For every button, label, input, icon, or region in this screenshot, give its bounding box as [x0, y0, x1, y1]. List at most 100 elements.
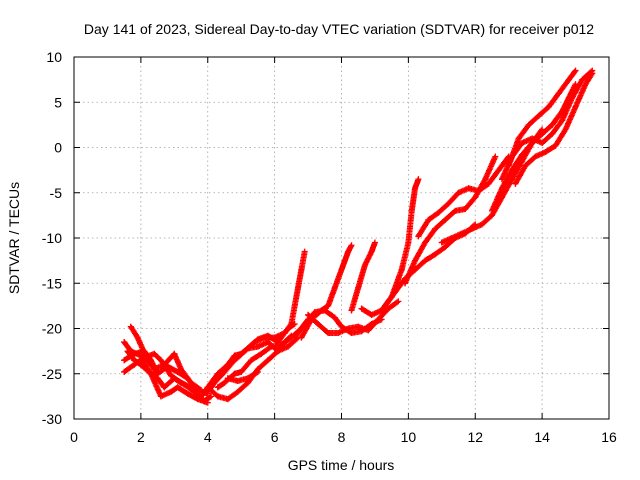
data-point	[355, 323, 362, 330]
data-point	[224, 375, 231, 382]
x-tick-label: 16	[601, 429, 617, 445]
data-point	[325, 330, 332, 337]
data-point	[545, 103, 552, 110]
data-point	[549, 121, 556, 128]
data-point	[398, 266, 405, 273]
data-point	[214, 384, 221, 391]
data-point	[161, 384, 168, 391]
data-point	[131, 350, 138, 357]
data-point	[178, 366, 184, 373]
series-arc-11	[224, 368, 261, 384]
data-point	[244, 345, 251, 352]
data-point	[288, 320, 295, 327]
series-arc-14	[305, 298, 402, 337]
data-point	[495, 167, 502, 174]
y-tick-label: -30	[42, 411, 62, 427]
data-point	[422, 257, 429, 264]
data-point	[535, 112, 542, 119]
series-arc-5	[121, 348, 191, 382]
data-point	[194, 396, 201, 403]
data-point	[234, 377, 241, 384]
data-point	[552, 142, 559, 149]
data-point	[345, 325, 352, 332]
data-point	[415, 176, 422, 183]
data-point	[341, 257, 348, 264]
data-point	[448, 235, 455, 241]
data-point	[124, 348, 131, 355]
data-point	[559, 117, 566, 124]
data-point	[278, 341, 285, 348]
data-point	[151, 350, 158, 357]
x-tick-label: 14	[534, 429, 550, 445]
data-point	[492, 153, 499, 160]
data-point	[204, 384, 211, 391]
data-point	[291, 302, 298, 309]
x-tick-label: 4	[204, 429, 212, 445]
data-point	[258, 350, 265, 357]
data-point	[572, 103, 579, 110]
data-point	[154, 370, 161, 377]
data-point	[171, 375, 178, 382]
data-point	[291, 334, 298, 341]
data-point	[442, 244, 449, 251]
data-point	[422, 239, 429, 246]
data-point	[221, 379, 228, 386]
data-point	[231, 370, 238, 377]
data-point	[468, 225, 475, 232]
x-tick-label: 12	[467, 429, 483, 445]
data-point	[432, 225, 439, 232]
data-point	[181, 381, 188, 388]
data-point	[442, 216, 449, 223]
data-point	[254, 343, 261, 350]
y-tick-label: -25	[42, 366, 62, 382]
data-point	[549, 130, 556, 137]
data-point	[358, 305, 365, 312]
x-tick-label: 8	[338, 429, 346, 445]
y-tick-label: -5	[50, 185, 63, 201]
data-point	[331, 314, 338, 321]
y-tick-label: 10	[46, 49, 62, 65]
series-arc-15	[348, 239, 378, 314]
x-tick-label: 0	[70, 429, 78, 445]
data-point	[485, 180, 492, 187]
data-point	[318, 307, 325, 314]
data-point	[505, 162, 512, 169]
series-arc-13	[298, 242, 355, 341]
data-point	[345, 248, 352, 255]
series-arc-3	[124, 348, 211, 406]
data-point	[184, 375, 191, 382]
data-point	[381, 302, 388, 309]
data-point	[231, 352, 238, 359]
data-point	[204, 399, 211, 406]
data-point	[408, 207, 415, 214]
data-point	[141, 348, 148, 355]
x-tick-label: 10	[401, 429, 417, 445]
x-tick-label: 6	[271, 429, 279, 445]
data-point	[121, 357, 128, 364]
data-point	[251, 339, 258, 346]
data-point	[455, 189, 462, 196]
data-point	[355, 284, 362, 291]
data-point	[157, 393, 164, 400]
data-point	[509, 176, 516, 183]
series-arc-19	[415, 153, 512, 240]
data-point	[305, 311, 312, 318]
data-point	[315, 320, 322, 327]
data-point	[335, 330, 342, 337]
data-point	[472, 194, 479, 201]
data-point	[264, 339, 271, 346]
series-arc-23	[505, 67, 579, 169]
data-point	[365, 327, 372, 334]
data-point	[539, 139, 546, 146]
data-point	[478, 221, 485, 228]
data-point	[298, 334, 305, 341]
data-point	[392, 289, 398, 296]
data-point	[188, 379, 195, 386]
chart-title: Day 141 of 2023, Sidereal Day-to-day VTE…	[84, 21, 594, 37]
data-point	[191, 388, 198, 395]
data-point	[274, 348, 281, 355]
data-point	[198, 393, 205, 400]
data-point	[238, 368, 245, 375]
data-point	[462, 206, 469, 213]
